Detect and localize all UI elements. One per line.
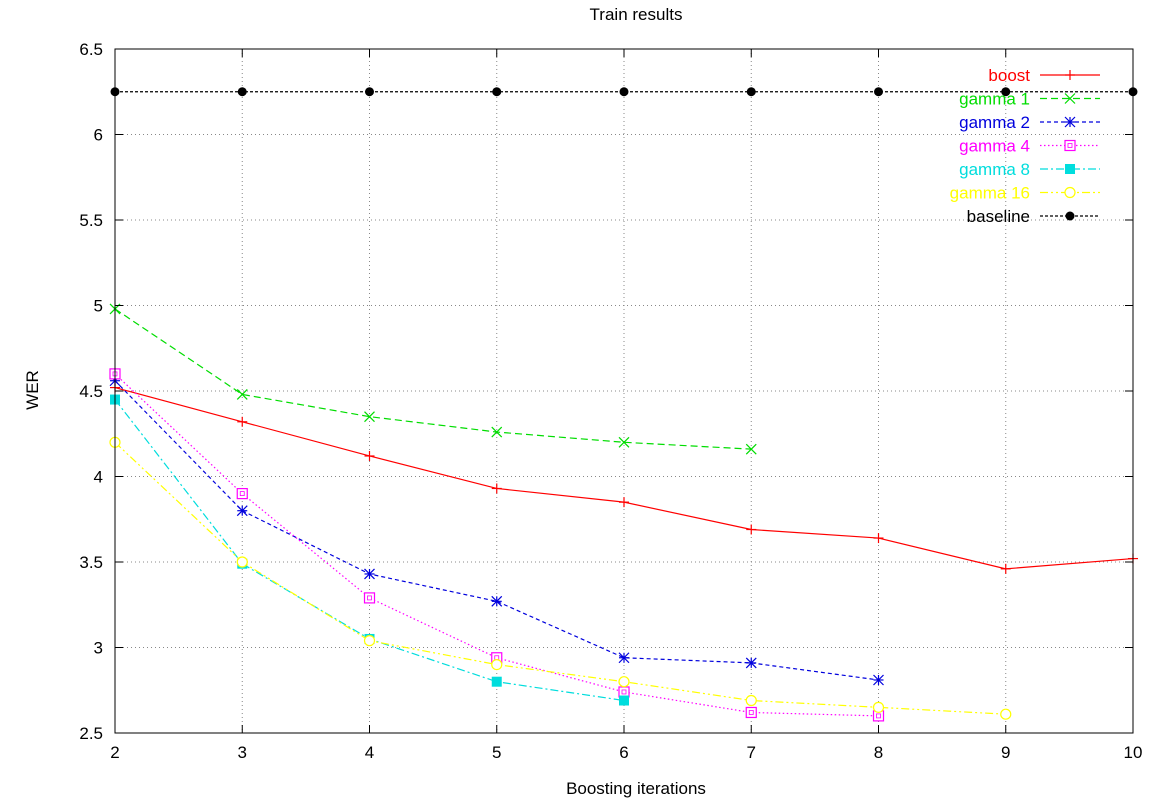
legend: boost gamma 1 gamma 2 gamma 4 gamma 8 gamma 1… xyxy=(950,66,1100,226)
data-point-gamma-16 xyxy=(874,702,884,712)
data-point-baseline xyxy=(620,87,629,96)
x-tick-label: 6 xyxy=(619,743,628,762)
y-tick-label: 2.5 xyxy=(79,724,103,743)
legend-entry-gamma-16: gamma 16 xyxy=(950,184,1100,203)
series-line-gamma-16 xyxy=(115,442,1006,714)
legend-label-gamma-2: gamma 2 xyxy=(959,113,1030,132)
y-tick-label: 5 xyxy=(94,297,103,316)
legend-marker-boost xyxy=(1065,70,1075,80)
data-point-baseline xyxy=(874,87,883,96)
legend-entry-gamma-8: gamma 8 xyxy=(959,160,1100,179)
data-point-gamma-16 xyxy=(365,636,375,646)
legend-marker-gamma-16 xyxy=(1065,188,1075,198)
data-point-gamma-2 xyxy=(874,675,884,685)
data-point-gamma-2 xyxy=(746,658,756,668)
chart-title: Train results xyxy=(590,5,683,24)
legend-entry-baseline: baseline xyxy=(967,207,1100,226)
data-point-baseline xyxy=(365,87,374,96)
legend-label-gamma-4: gamma 4 xyxy=(959,137,1030,156)
data-point-gamma-4 xyxy=(237,489,247,499)
legend-label-boost: boost xyxy=(988,66,1030,85)
legend-marker-gamma-2 xyxy=(1065,117,1075,127)
legend-entry-gamma-4: gamma 4 xyxy=(959,137,1100,156)
x-tick-label: 10 xyxy=(1124,743,1143,762)
legend-label-baseline: baseline xyxy=(967,207,1030,226)
data-point-gamma-16 xyxy=(746,696,756,706)
legend-entry-boost: boost xyxy=(988,66,1100,85)
x-tick-label: 5 xyxy=(492,743,501,762)
data-point-gamma-16 xyxy=(492,660,502,670)
y-tick-label: 3.5 xyxy=(79,553,103,572)
data-point-gamma-2 xyxy=(365,569,375,579)
data-point-gamma-2 xyxy=(619,653,629,663)
legend-label-gamma-8: gamma 8 xyxy=(959,160,1030,179)
data-point-boost xyxy=(874,533,884,543)
data-point-gamma-4 xyxy=(746,707,756,717)
x-tick-label: 8 xyxy=(874,743,883,762)
y-tick-label: 5.5 xyxy=(79,211,103,230)
legend-marker-gamma-8 xyxy=(1065,164,1075,174)
legend-label-gamma-1: gamma 1 xyxy=(959,90,1030,109)
data-point-gamma-16 xyxy=(237,557,247,567)
data-point-gamma-16 xyxy=(619,677,629,687)
x-tick-label: 7 xyxy=(747,743,756,762)
data-point-boost xyxy=(237,417,247,427)
y-tick-label: 6.5 xyxy=(79,40,103,59)
data-point-gamma-8 xyxy=(492,677,502,687)
data-point-gamma-16 xyxy=(1001,709,1011,719)
x-tick-label: 3 xyxy=(238,743,247,762)
legend-label-gamma-16: gamma 16 xyxy=(950,184,1030,203)
data-point-gamma-4 xyxy=(365,593,375,603)
data-point-gamma-2 xyxy=(492,596,502,606)
y-tick-label: 6 xyxy=(94,126,103,145)
x-tick-label: 9 xyxy=(1001,743,1010,762)
data-point-gamma-4 xyxy=(619,687,629,697)
y-tick-label: 4.5 xyxy=(79,382,103,401)
data-point-gamma-8 xyxy=(619,696,629,706)
legend-entry-gamma-1: gamma 1 xyxy=(959,90,1100,109)
data-point-baseline xyxy=(492,87,501,96)
series-gamma-1 xyxy=(110,304,756,454)
data-point-baseline xyxy=(747,87,756,96)
data-point-gamma-2 xyxy=(237,506,247,516)
legend-marker-baseline xyxy=(1066,212,1075,221)
data-point-boost xyxy=(619,497,629,507)
legend-marker-gamma-4 xyxy=(1065,141,1075,151)
data-point-boost xyxy=(365,451,375,461)
data-point-boost xyxy=(1001,564,1011,574)
data-point-boost xyxy=(492,483,502,493)
x-tick-label: 2 xyxy=(110,743,119,762)
y-tick-label: 4 xyxy=(94,468,103,487)
data-point-boost xyxy=(746,525,756,535)
y-axis-title: WER xyxy=(23,370,42,410)
x-tick-label: 4 xyxy=(365,743,374,762)
legend-entry-gamma-2: gamma 2 xyxy=(959,113,1100,132)
data-point-baseline xyxy=(238,87,247,96)
series-line-gamma-8 xyxy=(115,400,624,701)
y-tick-label: 3 xyxy=(94,639,103,658)
x-axis-title: Boosting iterations xyxy=(566,779,706,798)
series-line-gamma-1 xyxy=(115,309,751,449)
